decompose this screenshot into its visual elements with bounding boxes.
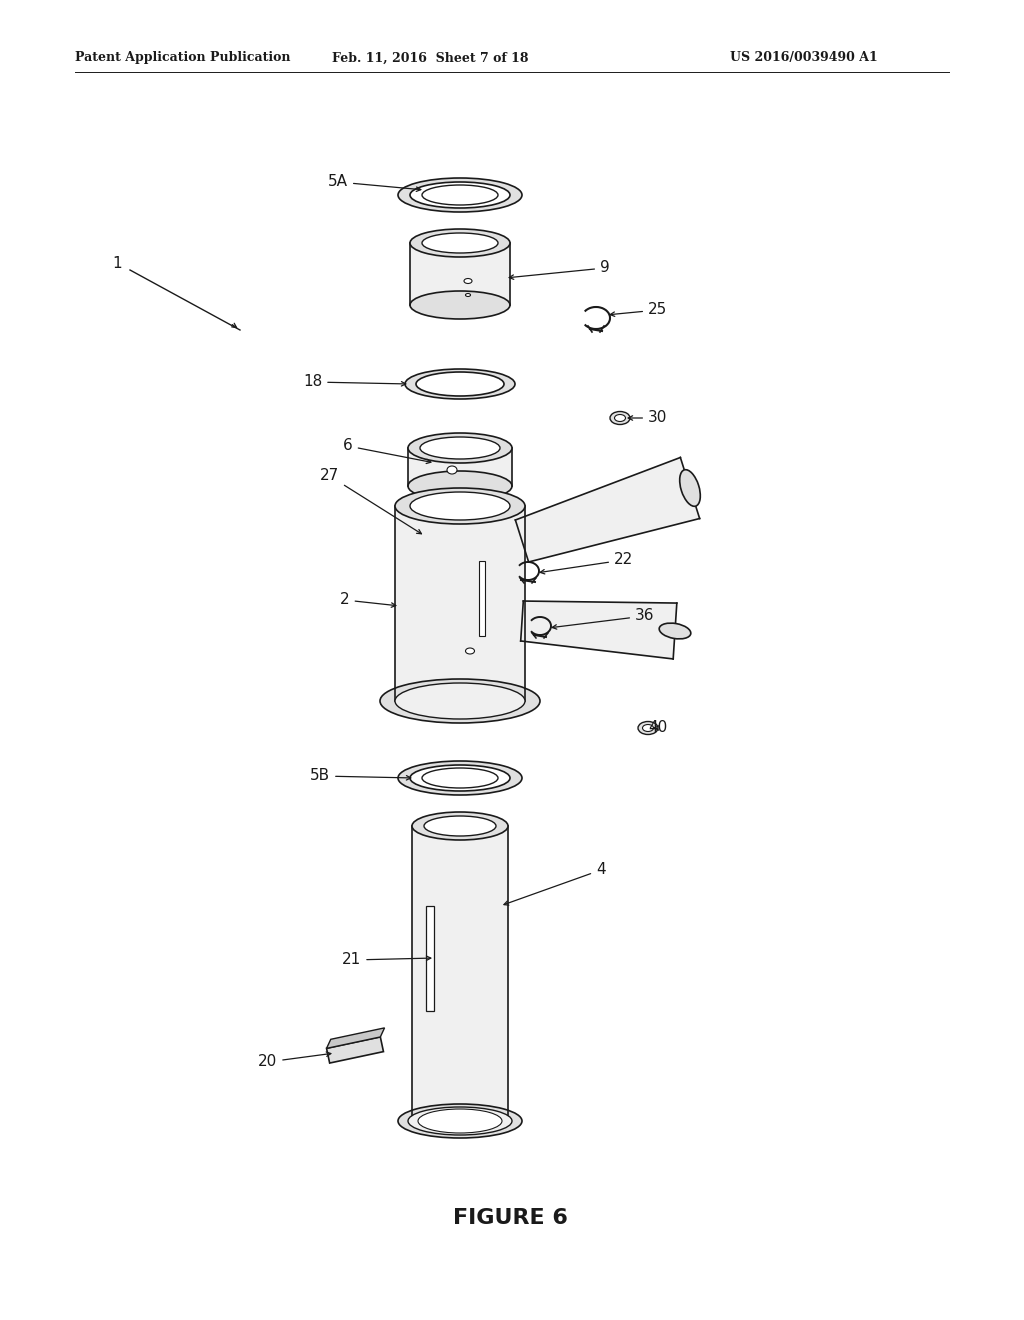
Ellipse shape [408,1107,512,1135]
Ellipse shape [380,678,540,723]
Text: 25: 25 [610,302,668,318]
Ellipse shape [642,725,653,731]
Polygon shape [410,243,510,305]
Text: 22: 22 [540,553,633,574]
Text: 6: 6 [343,438,431,463]
Polygon shape [327,1038,383,1063]
Ellipse shape [406,370,515,399]
Ellipse shape [395,682,525,719]
Ellipse shape [466,293,470,297]
Polygon shape [327,1028,385,1048]
Ellipse shape [420,437,500,459]
Text: FIGURE 6: FIGURE 6 [453,1208,567,1228]
Ellipse shape [659,623,691,639]
Text: US 2016/0039490 A1: US 2016/0039490 A1 [730,51,878,65]
Ellipse shape [416,372,504,396]
Text: 5B: 5B [310,768,411,784]
Text: 18: 18 [303,375,406,389]
Ellipse shape [422,234,498,253]
Text: 30: 30 [628,411,668,425]
Ellipse shape [412,1107,508,1135]
Polygon shape [520,601,677,659]
Ellipse shape [422,768,498,788]
Ellipse shape [464,279,472,284]
Ellipse shape [412,812,508,840]
Ellipse shape [610,412,630,425]
Ellipse shape [466,648,474,653]
Text: 27: 27 [319,469,422,533]
Bar [479,561,485,636]
Bar [426,906,434,1011]
Text: 2: 2 [340,593,396,607]
Ellipse shape [410,766,510,791]
Polygon shape [412,826,508,1121]
Ellipse shape [408,471,512,502]
Ellipse shape [410,228,510,257]
Ellipse shape [424,816,496,836]
Polygon shape [395,506,525,701]
Text: 9: 9 [509,260,609,280]
Ellipse shape [398,1104,522,1138]
Text: 20: 20 [258,1052,331,1069]
Ellipse shape [410,492,510,520]
Text: Patent Application Publication: Patent Application Publication [75,51,291,65]
Ellipse shape [638,722,658,734]
Ellipse shape [614,414,626,421]
Ellipse shape [447,466,457,474]
Text: 1: 1 [112,256,122,271]
Text: 4: 4 [504,862,605,906]
Ellipse shape [395,682,525,719]
Ellipse shape [410,182,510,209]
Ellipse shape [408,433,512,463]
Ellipse shape [398,178,522,213]
Ellipse shape [398,762,522,795]
Text: Feb. 11, 2016  Sheet 7 of 18: Feb. 11, 2016 Sheet 7 of 18 [332,51,528,65]
Ellipse shape [410,290,510,319]
Text: 40: 40 [648,721,668,735]
Polygon shape [408,447,512,486]
Ellipse shape [422,185,498,205]
Text: 36: 36 [552,609,654,630]
Text: 21: 21 [342,953,431,968]
Ellipse shape [395,488,525,524]
Polygon shape [515,458,699,562]
Ellipse shape [418,1109,502,1133]
Text: 5A: 5A [328,174,421,191]
Ellipse shape [680,470,700,507]
